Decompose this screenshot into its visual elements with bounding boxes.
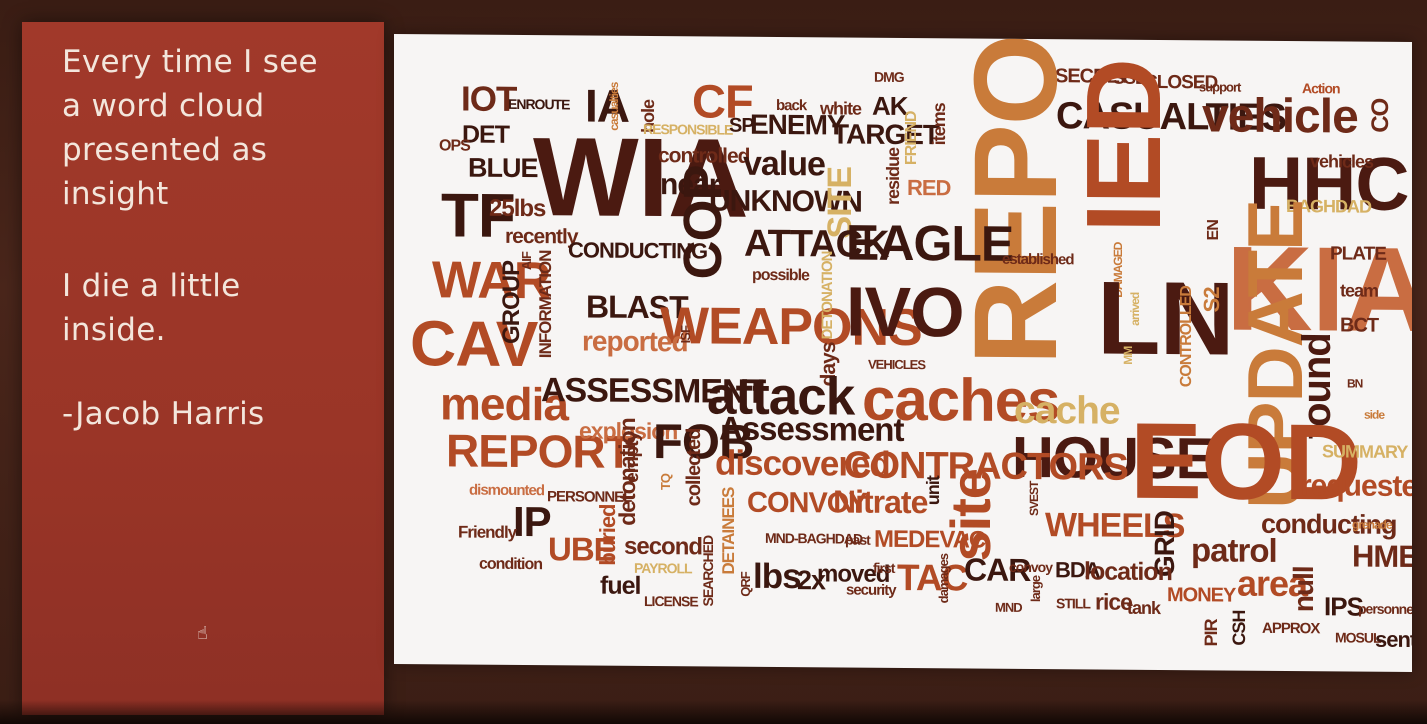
word-enemy: ENEMY xyxy=(750,108,845,141)
word-established: established xyxy=(1002,250,1074,269)
word-isf: ISF xyxy=(678,325,693,344)
word-responsible: RESPONSIBLE xyxy=(643,120,733,138)
word-cloud-panel: IOT ENROUTE IA CF DMG SECRET SSE CLOSED … xyxy=(394,34,1412,672)
word-dmg: DMG xyxy=(874,68,904,86)
hand-pointer-icon: ☝ xyxy=(197,623,208,644)
word-security: security xyxy=(846,581,896,599)
word-mosul: MOSUL xyxy=(1335,629,1381,646)
word-pir: PIR xyxy=(1201,619,1221,647)
word-summary: SUMMARY xyxy=(1322,441,1408,462)
word-recently: recently xyxy=(505,224,578,249)
word-plate: PLATE xyxy=(1330,243,1386,265)
word-25lbs: 25lbs xyxy=(489,194,546,223)
quote-line-5: I die a little xyxy=(62,268,241,304)
word-past: past xyxy=(845,531,870,548)
word-tac: TAC xyxy=(897,556,968,599)
word-license: LICENSE xyxy=(644,592,698,610)
word-sent: sent xyxy=(1375,626,1412,653)
quote-gap-2 xyxy=(62,352,382,392)
screen-bottom-shadow xyxy=(0,700,1427,724)
word-svest: SVEST xyxy=(1027,481,1041,517)
quote-attribution: -Jacob Harris xyxy=(62,396,265,432)
word-friendly: Friendly xyxy=(458,522,517,542)
word-hme: HME xyxy=(1352,538,1412,575)
quote-block: Every time I see a word cloud presented … xyxy=(62,40,382,436)
word-payroll: PAYROLL xyxy=(634,559,692,577)
word-vehicle: vehicle xyxy=(1202,89,1358,144)
word-qrf: QRF xyxy=(738,572,753,597)
quote-line-6: inside. xyxy=(62,312,166,348)
word-cop: COP xyxy=(673,165,733,280)
word-dismounted: dismounted xyxy=(469,481,544,500)
word-assessment: Assessment xyxy=(719,409,904,449)
quote-line-4: insight xyxy=(62,176,169,212)
word-en: EN xyxy=(1205,220,1222,241)
word-location: location xyxy=(1084,557,1172,587)
word-mm: MM xyxy=(1121,346,1135,365)
word-tank: tank xyxy=(1127,597,1161,619)
word-detonation-caps: DETONATION xyxy=(819,251,836,340)
word-value: value xyxy=(743,144,825,184)
word-group: GROUP xyxy=(498,260,525,345)
word-money: MONEY xyxy=(1167,584,1236,607)
word-condition: condition xyxy=(479,555,542,574)
word-detainees: DETAINEES xyxy=(719,487,738,575)
word-tq: TQ xyxy=(658,474,673,491)
word-eagle: EAGLE xyxy=(846,214,1014,272)
word-collected: collected xyxy=(683,428,705,507)
word-buried: buried xyxy=(595,504,620,566)
word-bn: BN xyxy=(1347,376,1363,391)
quote-line-1: Every time I see xyxy=(62,44,318,80)
quote-gap xyxy=(62,216,382,264)
word-side: side xyxy=(1364,407,1385,422)
word-team: team xyxy=(1340,280,1379,301)
word-fuel: fuel xyxy=(600,571,641,600)
word-information: INFORMATION xyxy=(536,250,555,359)
word-personnel: personnel xyxy=(1358,600,1412,618)
word-possible: possible xyxy=(752,266,809,285)
word-blue: BLUE xyxy=(468,152,538,184)
word-residue: residue xyxy=(883,147,903,205)
word-co: CO xyxy=(1367,98,1394,133)
word-reports: REPORTS xyxy=(950,34,1082,366)
word-bct: BCT xyxy=(1340,314,1379,337)
word-target: TARGET xyxy=(832,118,940,151)
word-red: RED xyxy=(907,175,951,201)
word-s2: S2 xyxy=(1199,287,1224,313)
word-null: null xyxy=(1288,566,1319,613)
word-ln: LN xyxy=(1097,260,1234,378)
word-ied: IED xyxy=(1065,58,1183,234)
word-second: second xyxy=(624,532,703,561)
word-controlled-caps: CONTROLLED xyxy=(1178,286,1195,388)
word-enroute: ENROUTE xyxy=(508,95,570,113)
quote-slide-panel: Every time I see a word cloud presented … xyxy=(22,22,384,715)
word-ops: OPS xyxy=(439,137,470,155)
word-csh: CSH xyxy=(1229,610,1249,646)
word-requested: requested xyxy=(1300,469,1412,504)
word-searched: SEARCHED xyxy=(700,535,716,607)
word-vehicles: vehicles xyxy=(1310,151,1374,172)
word-still: STILL xyxy=(1056,595,1090,612)
word-friend: FRIEND xyxy=(903,111,920,166)
word-approx: APPROX xyxy=(1262,619,1320,638)
word-ip: IP xyxy=(513,497,551,546)
word-items: items xyxy=(929,103,949,146)
word-medevac: MEDEVAC xyxy=(874,525,986,554)
word-ivo: IVO xyxy=(846,272,964,352)
word-reported: reported xyxy=(582,325,688,358)
quote-line-2: a word cloud xyxy=(62,88,265,124)
word-lbs: lbs xyxy=(753,556,801,597)
word-large: large xyxy=(1028,575,1043,603)
word-first: first xyxy=(873,559,895,576)
word-convoy: convoy xyxy=(1009,558,1053,576)
word-nitrate: Nitrate xyxy=(833,483,928,521)
word-damages: damages xyxy=(936,553,951,604)
word-grenade: grenade xyxy=(1352,517,1392,532)
quote-line-3: presented as xyxy=(62,132,268,168)
word-mnd: MND xyxy=(995,599,1022,615)
word-controlled: controlled xyxy=(658,144,750,168)
